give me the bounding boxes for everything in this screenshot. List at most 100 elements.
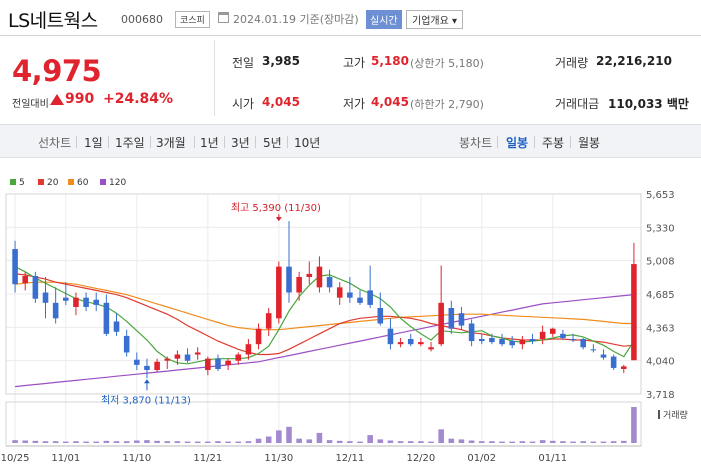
mode-daily[interactable]: 일봉 — [506, 136, 529, 150]
market-badge: 코스피 — [175, 11, 210, 28]
volume-bar — [194, 441, 201, 443]
period-3y[interactable]: 3년 — [231, 136, 250, 150]
mode-weekly[interactable]: 주봉 — [542, 136, 565, 150]
company-overview-dropdown[interactable]: 기업개요 ▾ — [406, 10, 463, 29]
legend-ma120: 120 — [100, 178, 126, 188]
candle-body — [580, 339, 586, 348]
high-arrow-head — [275, 217, 282, 222]
candle-body — [286, 266, 292, 293]
volume-bar — [184, 441, 191, 443]
volume-bar — [509, 441, 515, 443]
current-price: 4,975 — [12, 54, 102, 88]
period-3m[interactable]: 3개월 — [156, 136, 186, 150]
candle-body — [367, 290, 373, 305]
candle-body — [194, 352, 201, 355]
volume-bar — [529, 441, 536, 443]
volume-frame — [5, 401, 642, 447]
x-tick-label: 11/21 — [193, 453, 222, 464]
legend-swatch — [68, 179, 74, 185]
candle-body — [134, 359, 140, 365]
volume-bar — [22, 440, 29, 443]
volume-bar — [580, 441, 586, 443]
volume-bar — [468, 440, 475, 443]
legend-swatch — [10, 179, 16, 185]
candle-body — [12, 249, 18, 285]
mode-monthly[interactable]: 월봉 — [578, 136, 601, 150]
candle-body — [306, 273, 313, 277]
candle-body — [620, 366, 627, 369]
price-summary: 4,975 전일대비 990 +24.84% 전일 3,985 고가 5,180… — [0, 36, 701, 122]
period-1d[interactable]: 1일 — [84, 136, 103, 150]
divider — [534, 136, 535, 148]
candle-body — [225, 360, 231, 365]
candle-body — [347, 292, 353, 298]
candle-body — [631, 264, 637, 361]
realtime-button[interactable]: 실시간 — [366, 10, 402, 29]
period-1y[interactable]: 1년 — [200, 136, 219, 150]
legend-label: 120 — [109, 178, 127, 188]
candle-body — [377, 308, 384, 324]
volume-bar — [205, 441, 211, 443]
volume-bar — [448, 438, 455, 443]
divider — [287, 136, 288, 148]
volume-bar — [154, 440, 160, 443]
candle-body — [265, 313, 272, 329]
candle-body — [255, 328, 262, 345]
trading-amount-value: 110,033 백만 — [608, 97, 689, 111]
volume-bar — [397, 441, 404, 443]
prev-close-value: 3,985 — [262, 54, 300, 68]
candle-body — [509, 341, 515, 346]
candle-body — [448, 308, 455, 329]
candlestick-chart[interactable]: 5,653 5,330 5,008 4,685 4,363 4,040 3,718 10/25… — [0, 185, 701, 465]
period-1w[interactable]: 1주일 — [115, 136, 145, 150]
candle-body — [560, 333, 566, 338]
candle-chart-label[interactable]: 봉차트 — [459, 136, 493, 150]
candle-body — [215, 358, 221, 369]
candle-body — [164, 358, 171, 361]
legend-swatch — [38, 179, 44, 185]
volume-bar — [418, 441, 424, 443]
candle-body — [438, 302, 444, 345]
volume-bar — [560, 441, 566, 443]
volume-value: 22,216,210 — [596, 54, 672, 68]
volume-bar — [499, 441, 505, 443]
low-annotation: 최저 3,870 (11/13) — [101, 394, 191, 406]
candle-body — [387, 328, 394, 345]
candle-body — [549, 328, 556, 334]
y-tick-label: 4,685 — [646, 290, 675, 301]
volume-bar — [42, 441, 49, 443]
candle-body — [428, 347, 434, 350]
candle-body — [83, 297, 89, 307]
ma60-line — [15, 281, 634, 331]
candle-body — [326, 276, 333, 288]
candle-body — [489, 337, 495, 343]
divider — [255, 136, 256, 148]
candle-body — [499, 339, 505, 345]
change-value: 990 — [65, 91, 95, 107]
candle-body — [397, 342, 404, 345]
volume-bar — [235, 441, 242, 443]
as-of-date: 2024.01.19 기준(장마감) — [233, 13, 359, 26]
line-chart-label[interactable]: 선차트 — [38, 136, 72, 150]
candle-body — [113, 321, 120, 332]
volume-bar — [570, 441, 576, 443]
volume-bar — [428, 441, 434, 443]
volume-bar — [265, 436, 272, 443]
volume-bar — [52, 441, 59, 443]
candle-body — [610, 356, 617, 368]
volume-bar — [357, 441, 363, 443]
low-arrow-head — [143, 379, 150, 384]
volume-bar — [316, 432, 323, 443]
period-10y[interactable]: 10년 — [294, 136, 321, 150]
period-5y[interactable]: 5년 — [263, 136, 282, 150]
volume-bar — [255, 438, 262, 443]
legend-ma20: 20 — [38, 178, 58, 188]
legend-ma5: 5 — [10, 178, 25, 188]
candle-body — [276, 266, 282, 319]
volume-bar — [134, 440, 140, 443]
candle-body — [93, 299, 100, 305]
volume-bar — [631, 407, 637, 443]
high-annotation: 최고 5,390 (11/30) — [231, 202, 321, 214]
chart-toolbar: 선차트 1일 1주일 3개월 1년 3년 5년 10년 봉차트 일봉 주봉 월봉 — [0, 124, 701, 158]
y-tick-label: 3,718 — [646, 390, 675, 401]
